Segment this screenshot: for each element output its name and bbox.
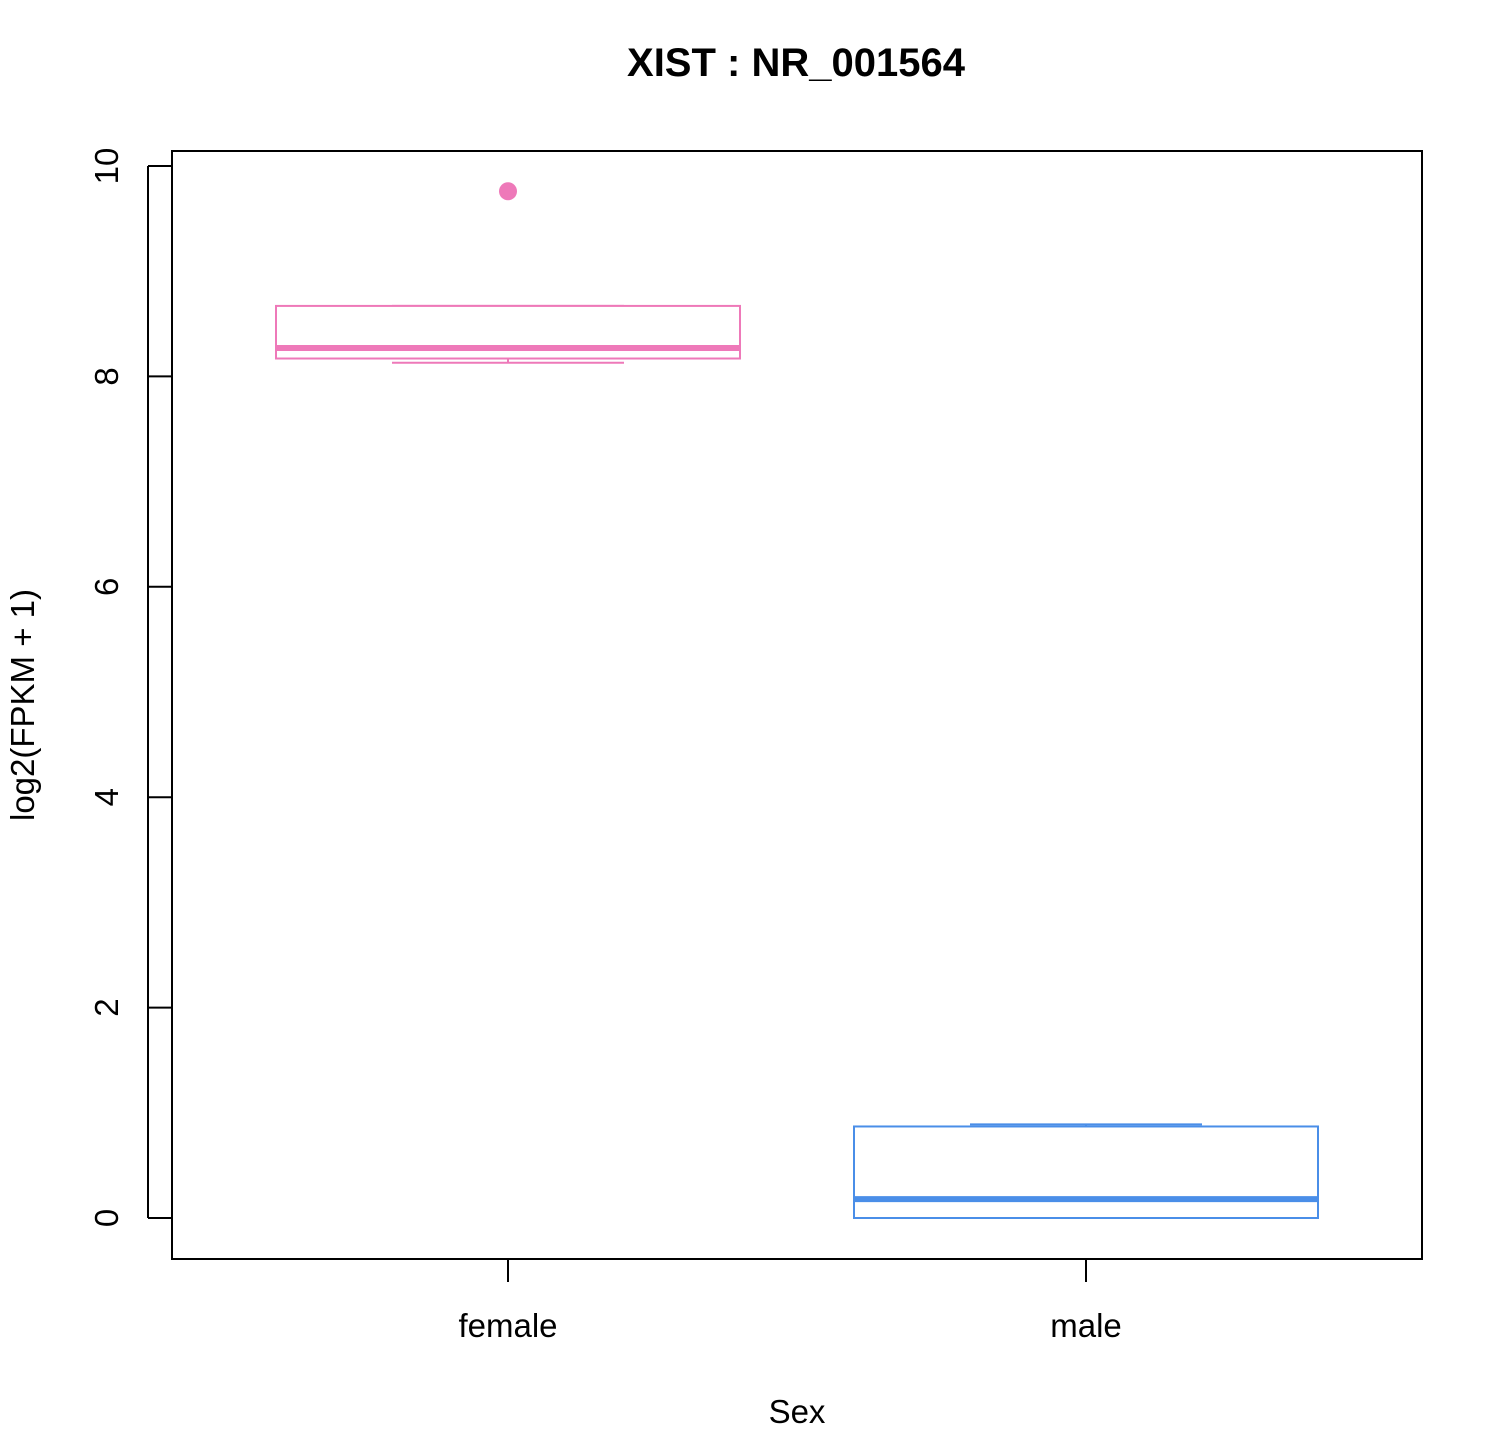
x-axis-label: Sex: [769, 1393, 826, 1430]
outlier-point: [499, 182, 517, 201]
y-axis-label: log2(FPKM + 1): [4, 589, 41, 821]
y-tick-label: 4: [88, 788, 125, 806]
box-male: [853, 1123, 1319, 1219]
x-tick-label: male: [1050, 1307, 1122, 1344]
y-tick-label: 2: [88, 998, 125, 1016]
x-axis: female male: [458, 1258, 1122, 1344]
boxes: [275, 182, 1319, 1219]
box-iqr: [853, 1125, 1319, 1219]
chart-title: XIST : NR_001564: [627, 41, 966, 85]
y-axis: 0 2 4 6 8 10: [88, 148, 172, 1227]
y-tick-label: 8: [88, 367, 125, 385]
y-tick-label: 6: [88, 578, 125, 596]
box-female: [275, 182, 741, 364]
y-tick-label: 0: [88, 1209, 125, 1227]
x-tick-label: female: [458, 1307, 557, 1344]
y-tick-label: 10: [88, 148, 125, 185]
